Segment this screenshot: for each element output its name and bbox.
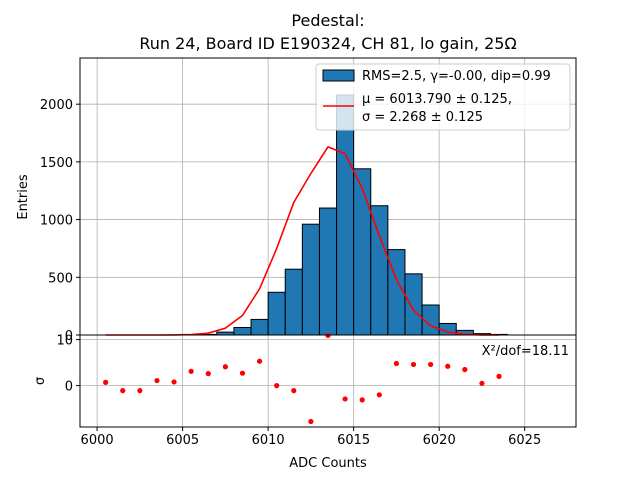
histogram-bar	[250, 318, 269, 336]
histogram-bar	[267, 291, 286, 336]
x-tick-label: 6000	[81, 433, 114, 448]
chart-subtitle: Run 24, Board ID E190324, CH 81, lo gain…	[139, 34, 517, 53]
residual-point	[205, 371, 211, 377]
histogram-bars	[199, 94, 509, 336]
axes	[79, 57, 577, 428]
residual-point	[256, 358, 263, 364]
y-tick-label: 2000	[40, 98, 73, 113]
residual-point	[410, 361, 417, 368]
histogram-bar	[318, 207, 338, 336]
histogram-bar	[301, 223, 320, 336]
legend-fit-label-line1: μ = 6013.790 ± 0.125,	[362, 92, 512, 107]
residual-point	[137, 388, 143, 394]
residual-point	[171, 379, 177, 385]
residual-point	[188, 368, 194, 374]
histogram-bar	[284, 268, 303, 336]
residual-point	[376, 392, 382, 398]
x-tick-label: 6005	[166, 433, 199, 448]
residual-point	[445, 363, 451, 369]
residual-y-axis-label: σ	[33, 377, 48, 385]
residual-point	[428, 361, 434, 368]
legend-bar-swatch	[322, 69, 355, 82]
residual-point	[359, 397, 365, 403]
residual-point	[479, 380, 485, 386]
residual-point	[308, 418, 314, 425]
chart-title: Pedestal:	[291, 11, 365, 30]
legend-box	[315, 63, 571, 131]
legend-bar-label: RMS=2.5, γ=-0.00, dip=0.99	[362, 69, 551, 84]
residual-point	[239, 370, 246, 376]
histogram-bar	[370, 205, 389, 336]
residual-panel-frame	[79, 334, 577, 428]
histogram-bar	[233, 326, 252, 336]
y-tick-label: 500	[48, 271, 73, 286]
y-axis-label: Entries	[16, 174, 31, 220]
residual-point	[154, 377, 160, 384]
histogram-bar	[336, 94, 355, 336]
chi2-annotation: X²/dof=18.11	[482, 344, 569, 359]
x-tick-label: 6025	[508, 433, 541, 448]
residual-point	[274, 383, 280, 389]
histogram-bar	[353, 168, 372, 336]
ticks: 6000 6005 6010 6015 6020 6025 0 500 1000 1500 2000…	[40, 98, 541, 448]
histogram-bar	[404, 273, 423, 336]
legend-fit-label-line2: σ = 2.268 ± 0.125	[362, 110, 483, 125]
residual-point	[462, 366, 468, 373]
residual-point	[291, 388, 297, 394]
residual-points	[103, 332, 502, 425]
residual-point	[120, 388, 126, 394]
y-tick-label: 1000	[40, 214, 73, 229]
y-tick-label: 0	[65, 329, 73, 344]
residual-point	[103, 379, 109, 385]
x-axis-label: ADC Counts	[289, 456, 367, 471]
residual-y-tick-label: 10	[56, 334, 73, 349]
residual-grid	[80, 335, 576, 427]
y-tick-label: 1500	[40, 156, 73, 171]
x-tick-label: 6015	[337, 433, 370, 448]
residual-point	[393, 360, 400, 367]
x-tick-label: 6020	[423, 433, 456, 448]
legend: RMS=2.5, γ=-0.00, dip=0.99 μ = 6013.790 …	[315, 63, 571, 131]
residual-point	[496, 373, 502, 379]
residual-y-tick-label: 0	[65, 380, 73, 395]
residual-point	[342, 396, 348, 402]
x-tick-label: 6010	[252, 433, 285, 448]
residual-point	[222, 364, 228, 370]
